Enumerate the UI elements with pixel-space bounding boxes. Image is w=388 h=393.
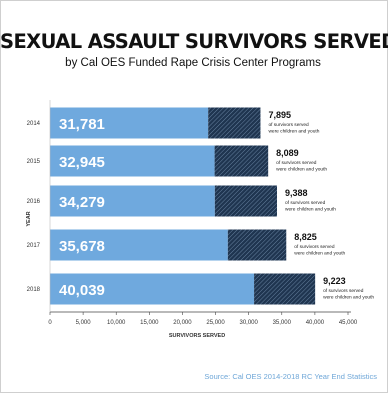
category-label: 2014 xyxy=(27,121,41,127)
children-note: were children and youth xyxy=(294,251,345,257)
children-note: were children and youth xyxy=(268,129,319,135)
x-tick-label: 10,000 xyxy=(107,320,126,326)
source-note: Source: Cal OES 2014-2018 RC Year End St… xyxy=(204,372,377,381)
bar-adult-segment xyxy=(50,145,215,177)
chart-subtitle: by Cal OES Funded Rape Crisis Center Pro… xyxy=(65,57,321,69)
category-label: 2015 xyxy=(27,159,41,165)
x-tick-label: 45,000 xyxy=(339,320,358,326)
bar-total-label: 34,279 xyxy=(59,194,105,211)
bar-children-segment xyxy=(214,185,278,217)
bar-children-segment xyxy=(254,273,316,305)
children-note: of survivors served xyxy=(323,288,364,294)
children-note: were children and youth xyxy=(285,207,336,213)
children-note: of survivors served xyxy=(276,160,317,166)
x-tick-label: 5,000 xyxy=(76,320,92,326)
children-note: of survivors served xyxy=(268,122,309,128)
children-value-label: 7,895 xyxy=(268,110,291,120)
children-value-label: 8,089 xyxy=(276,148,299,158)
x-tick-label: 0 xyxy=(48,320,52,326)
category-label: 2017 xyxy=(27,243,41,249)
children-note: of survivors served xyxy=(285,200,326,206)
x-tick-label: 15,000 xyxy=(140,320,159,326)
chart-title: SEXUAL ASSAULT SURVIVORS SERVED xyxy=(0,30,388,53)
bar-total-label: 40,039 xyxy=(59,282,105,299)
category-label: 2016 xyxy=(27,199,41,205)
x-axis-label: SURVIVORS SERVED xyxy=(169,333,225,339)
x-tick-label: 35,000 xyxy=(273,320,292,326)
bar-adult-segment xyxy=(50,229,228,261)
x-tick-label: 20,000 xyxy=(173,320,192,326)
children-value-label: 9,223 xyxy=(323,276,346,286)
bar-total-label: 35,678 xyxy=(59,238,105,255)
x-tick-label: 40,000 xyxy=(306,320,325,326)
children-note: of survivors served xyxy=(294,244,335,250)
bar-children-segment xyxy=(208,107,261,139)
y-axis-label: YEAR xyxy=(26,211,32,226)
bar-children-segment xyxy=(227,229,287,261)
bar-total-label: 32,945 xyxy=(59,154,105,171)
bar-adult-segment xyxy=(50,273,255,305)
children-note: were children and youth xyxy=(276,167,327,173)
children-value-label: 9,388 xyxy=(285,188,308,198)
children-value-label: 8,825 xyxy=(294,232,317,242)
x-tick-label: 30,000 xyxy=(239,320,258,326)
bar-children-segment xyxy=(214,145,269,177)
category-label: 2018 xyxy=(27,287,41,293)
bar-total-label: 31,781 xyxy=(59,116,105,133)
children-note: were children and youth xyxy=(323,295,374,301)
bar-adult-segment xyxy=(50,107,209,139)
x-tick-label: 25,000 xyxy=(206,320,225,326)
bar-adult-segment xyxy=(50,185,215,217)
